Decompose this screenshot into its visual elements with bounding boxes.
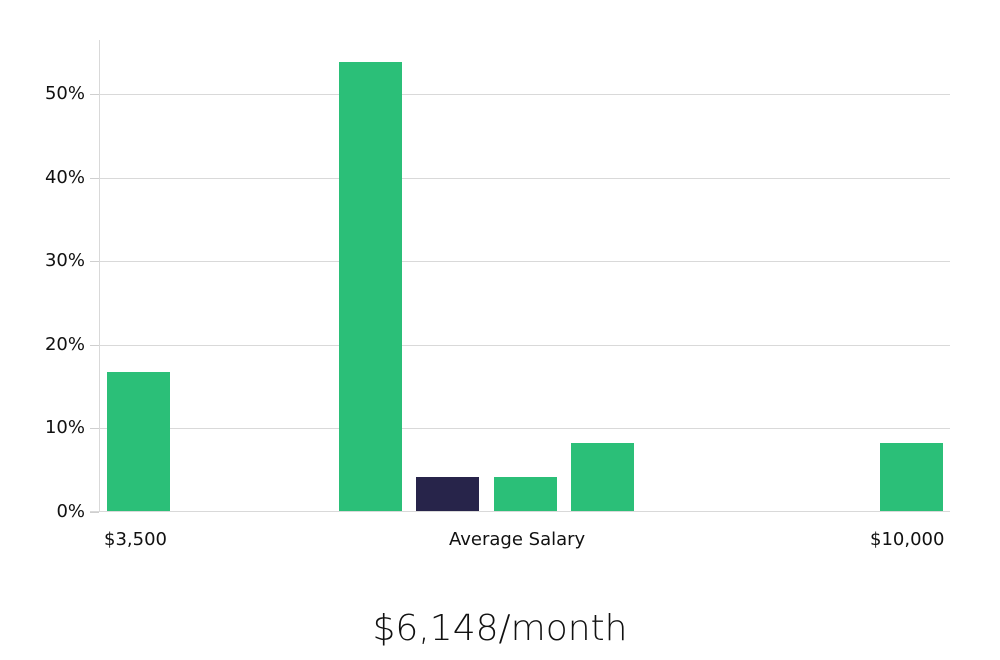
- gridline: [99, 345, 950, 346]
- y-tick-mark: [90, 428, 99, 429]
- bar: [107, 372, 170, 512]
- y-tick-label: 50%: [44, 83, 85, 104]
- gridline: [99, 428, 950, 429]
- y-tick-mark: [90, 345, 99, 346]
- gridline: [99, 261, 950, 262]
- x-max-label: $10,000: [870, 529, 945, 550]
- x-axis-line: [90, 511, 950, 512]
- y-tick-mark: [90, 261, 99, 262]
- bar-highlighted: [416, 476, 479, 512]
- y-tick-label: 30%: [44, 250, 85, 271]
- gridline: [99, 94, 950, 95]
- x-min-label: $3,500: [104, 529, 167, 550]
- gridline: [99, 178, 950, 179]
- bar: [571, 442, 634, 512]
- x-axis-title: Average Salary: [449, 529, 586, 550]
- y-tick-label: 20%: [44, 334, 85, 355]
- bar: [339, 62, 402, 512]
- salary-distribution-chart: 0% 10% 20% 30% 40% 50% $3,500 Average Salary …: [44, 40, 950, 550]
- y-axis-line: [99, 40, 100, 512]
- y-tick-mark: [90, 94, 99, 95]
- average-salary-value: $6,148/month: [372, 608, 628, 649]
- y-tick-label: 10%: [44, 417, 85, 438]
- y-tick-label: 0%: [56, 501, 85, 522]
- y-tick-mark: [90, 178, 99, 179]
- bar: [494, 476, 557, 512]
- y-tick-mark: [90, 512, 99, 513]
- y-tick-label: 40%: [44, 167, 85, 188]
- bar: [880, 442, 943, 512]
